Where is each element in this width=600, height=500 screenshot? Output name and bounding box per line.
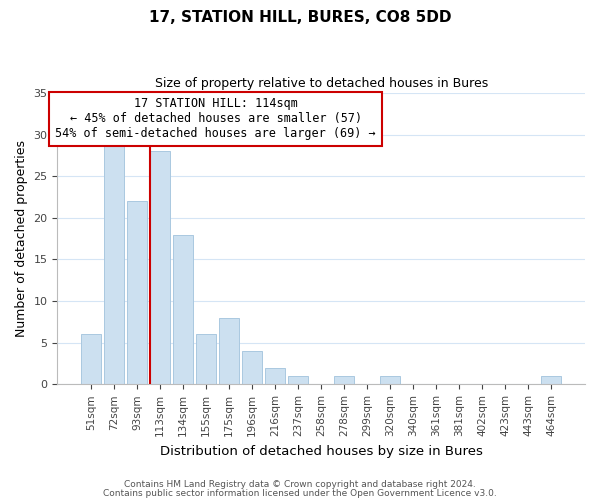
Bar <box>265 368 285 384</box>
Text: 17, STATION HILL, BURES, CO8 5DD: 17, STATION HILL, BURES, CO8 5DD <box>149 10 451 25</box>
Bar <box>196 334 216 384</box>
Text: Contains public sector information licensed under the Open Government Licence v3: Contains public sector information licen… <box>103 488 497 498</box>
Bar <box>173 234 193 384</box>
Text: 17 STATION HILL: 114sqm
← 45% of detached houses are smaller (57)
54% of semi-de: 17 STATION HILL: 114sqm ← 45% of detache… <box>55 98 376 140</box>
Bar <box>334 376 354 384</box>
Bar <box>289 376 308 384</box>
Text: Contains HM Land Registry data © Crown copyright and database right 2024.: Contains HM Land Registry data © Crown c… <box>124 480 476 489</box>
X-axis label: Distribution of detached houses by size in Bures: Distribution of detached houses by size … <box>160 444 482 458</box>
Bar <box>104 143 124 384</box>
Bar <box>380 376 400 384</box>
Bar <box>541 376 561 384</box>
Bar <box>220 318 239 384</box>
Bar <box>151 152 170 384</box>
Title: Size of property relative to detached houses in Bures: Size of property relative to detached ho… <box>155 78 488 90</box>
Bar <box>242 351 262 384</box>
Bar <box>127 201 147 384</box>
Bar <box>82 334 101 384</box>
Y-axis label: Number of detached properties: Number of detached properties <box>15 140 28 337</box>
